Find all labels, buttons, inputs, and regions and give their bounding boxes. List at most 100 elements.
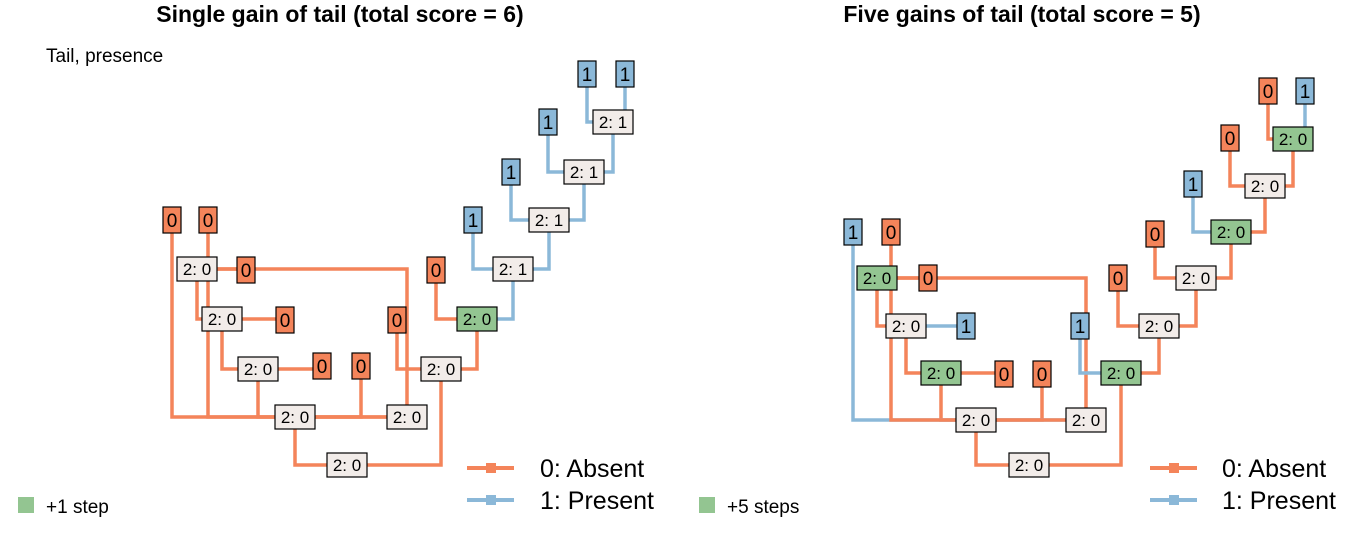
tip-state: 1 (506, 163, 517, 184)
node-box (856, 265, 898, 291)
tip-state: 1 (1188, 175, 1199, 196)
panel-1-title: Single gain of tail (total score = 6) (156, 1, 523, 27)
tip-state: 1 (961, 317, 972, 338)
tip-label: 0 (275, 306, 295, 334)
tip-state: 0 (241, 261, 252, 282)
tip-label: 1 (843, 218, 863, 246)
node-state: 2: 0 (183, 260, 211, 279)
node-state: 2: 0 (1279, 130, 1307, 149)
tip-label: 0 (387, 306, 407, 334)
tip-state: 1 (543, 113, 554, 134)
tip-label: 1 (1295, 77, 1315, 105)
panel-1-step-swatch (18, 497, 34, 513)
node-box (420, 356, 462, 382)
node-box (456, 306, 498, 332)
node-state: 2: 0 (1217, 223, 1245, 242)
node-label: 2: 1 (492, 256, 534, 282)
node-box (1175, 265, 1217, 291)
tip-box (956, 312, 976, 340)
node-box (885, 313, 927, 339)
legend-present-marker (486, 495, 496, 505)
tip-label: 1 (538, 108, 558, 136)
node-label: 2: 0 (176, 256, 218, 282)
panel-2-title: Five gains of tail (total score = 5) (843, 1, 1200, 27)
node-label: 2: 1 (528, 207, 570, 233)
node-box (326, 452, 368, 478)
node-label: 2: 1 (592, 109, 634, 135)
tip-label: 0 (881, 218, 901, 246)
node-state: 2: 1 (599, 113, 627, 132)
tip-label: 1 (615, 60, 635, 88)
nodes: 2: 0 2: 0 2: 0 2: 0 2: 0 2: 0 2: 0 2: 0 2: 1 2: 1… (176, 109, 634, 478)
tip-label: 0 (312, 352, 332, 380)
tip-box (1258, 77, 1278, 105)
legend-absent-marker (486, 463, 496, 473)
legend-present-marker (1169, 495, 1179, 505)
tip-label: 0 (236, 256, 256, 284)
nodes: 2: 0 2: 0 2: 0 2: 0 2: 0 2: 0 2: 0 2: 0 2: 0 2: 0… (856, 126, 1314, 478)
tip-label: 1 (956, 312, 976, 340)
node-label: 2: 0 (1065, 407, 1107, 433)
tips: 0 0 0 0 0 0 0 0 1 1 1 1 1 (162, 60, 635, 380)
node-label-gain: 2: 0 (1100, 360, 1142, 386)
branch-line (347, 369, 443, 467)
node-label: 2: 0 (237, 356, 279, 382)
node-box (592, 109, 634, 135)
node-label-gain: 2: 0 (1272, 126, 1314, 152)
node-box (237, 356, 279, 382)
panel-2-step-swatch (699, 497, 715, 513)
node-box (1272, 126, 1314, 152)
tip-label: 0 (198, 206, 218, 234)
tip-state: 0 (280, 311, 291, 332)
panel-2-step-label: +5 steps (727, 497, 799, 518)
tip-box (1032, 360, 1052, 388)
tip-label: 0 (1145, 220, 1165, 248)
tip-label: 0 (351, 352, 371, 380)
tip-label: 0 (1108, 264, 1128, 292)
legend-absent-label: 0: Absent (1222, 455, 1326, 483)
tip-box (615, 60, 635, 88)
node-label: 2: 0 (201, 306, 243, 332)
node-state: 2: 0 (1251, 177, 1279, 196)
tip-label: 0 (426, 256, 446, 284)
tip-state: 0 (999, 365, 1010, 386)
tip-state: 0 (167, 211, 178, 232)
tip-state: 1 (1075, 317, 1086, 338)
node-label-gain: 2: 0 (856, 265, 898, 291)
tip-state: 1 (848, 223, 859, 244)
tip-box (843, 218, 863, 246)
node-label: 2: 0 (326, 452, 368, 478)
tip-box (463, 206, 483, 234)
tip-state: 0 (1225, 129, 1236, 150)
node-label: 2: 0 (386, 404, 428, 430)
tip-state: 0 (1113, 269, 1124, 290)
tip-state: 1 (1300, 82, 1311, 103)
tip-label: 0 (994, 360, 1014, 388)
node-state: 2: 0 (244, 360, 272, 379)
tip-box (538, 108, 558, 136)
tip-state: 0 (1263, 82, 1274, 103)
tip-state: 0 (1150, 225, 1161, 246)
node-box (1138, 313, 1180, 339)
tip-box (1108, 264, 1128, 292)
node-label: 2: 0 (1244, 173, 1286, 199)
node-label: 2: 0 (1008, 452, 1050, 478)
branch-line (206, 220, 407, 419)
tip-label: 0 (1220, 124, 1240, 152)
node-state: 2: 0 (393, 408, 421, 427)
tip-box (351, 352, 371, 380)
tip-state: 0 (203, 211, 214, 232)
tip-state: 0 (356, 357, 367, 378)
branch-line (197, 267, 409, 417)
tip-label: 0 (162, 206, 182, 234)
tip-box (1295, 77, 1315, 105)
tip-box (162, 206, 182, 234)
node-label: 2: 0 (955, 407, 997, 433)
node-box (1210, 219, 1252, 245)
node-label: 2: 0 (885, 313, 927, 339)
node-label: 2: 0 (1138, 313, 1180, 339)
node-box (386, 404, 428, 430)
node-label: 2: 1 (563, 159, 605, 185)
